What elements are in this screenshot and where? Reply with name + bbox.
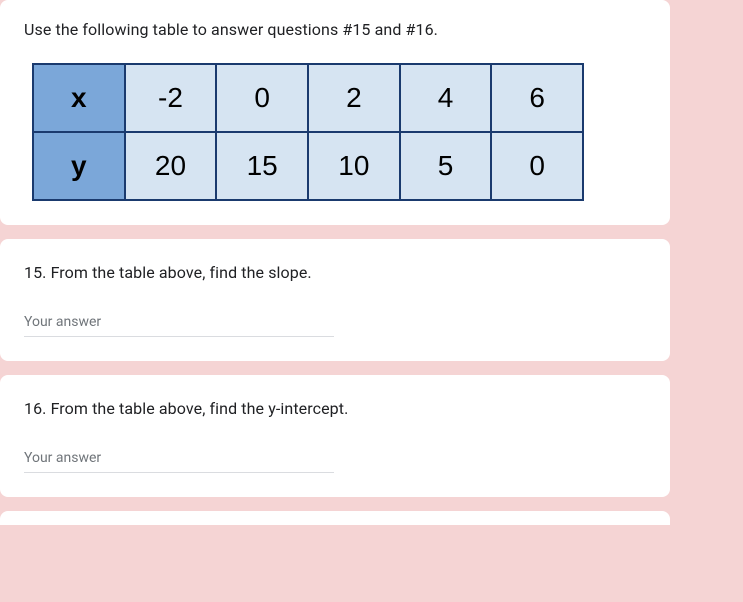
row-header-y: y	[33, 132, 125, 200]
table-cell: -2	[125, 64, 217, 132]
table-cell: 0	[491, 132, 583, 200]
table-cell: 0	[216, 64, 308, 132]
table-cell: 20	[125, 132, 217, 200]
xy-data-table: x -2 0 2 4 6 y 20 15 10 5 0	[32, 63, 584, 201]
row-header-x: x	[33, 64, 125, 132]
question-card-16: 16. From the table above, find the y-int…	[0, 375, 670, 497]
table-cell: 6	[491, 64, 583, 132]
question-card-15: 15. From the table above, find the slope…	[0, 239, 670, 361]
table-cell: 2	[308, 64, 400, 132]
table-cell: 4	[400, 64, 492, 132]
question-16-text: 16. From the table above, find the y-int…	[24, 399, 646, 418]
answer-input-16[interactable]	[24, 446, 334, 473]
answer-input-15[interactable]	[24, 310, 334, 337]
table-row: y 20 15 10 5 0	[33, 132, 583, 200]
table-cell: 5	[400, 132, 492, 200]
table-cell: 10	[308, 132, 400, 200]
instruction-card: Use the following table to answer questi…	[0, 0, 670, 225]
table-cell: 15	[216, 132, 308, 200]
instruction-text: Use the following table to answer questi…	[24, 20, 646, 39]
table-row: x -2 0 2 4 6	[33, 64, 583, 132]
partial-next-card	[0, 511, 670, 525]
question-15-text: 15. From the table above, find the slope…	[24, 263, 646, 282]
